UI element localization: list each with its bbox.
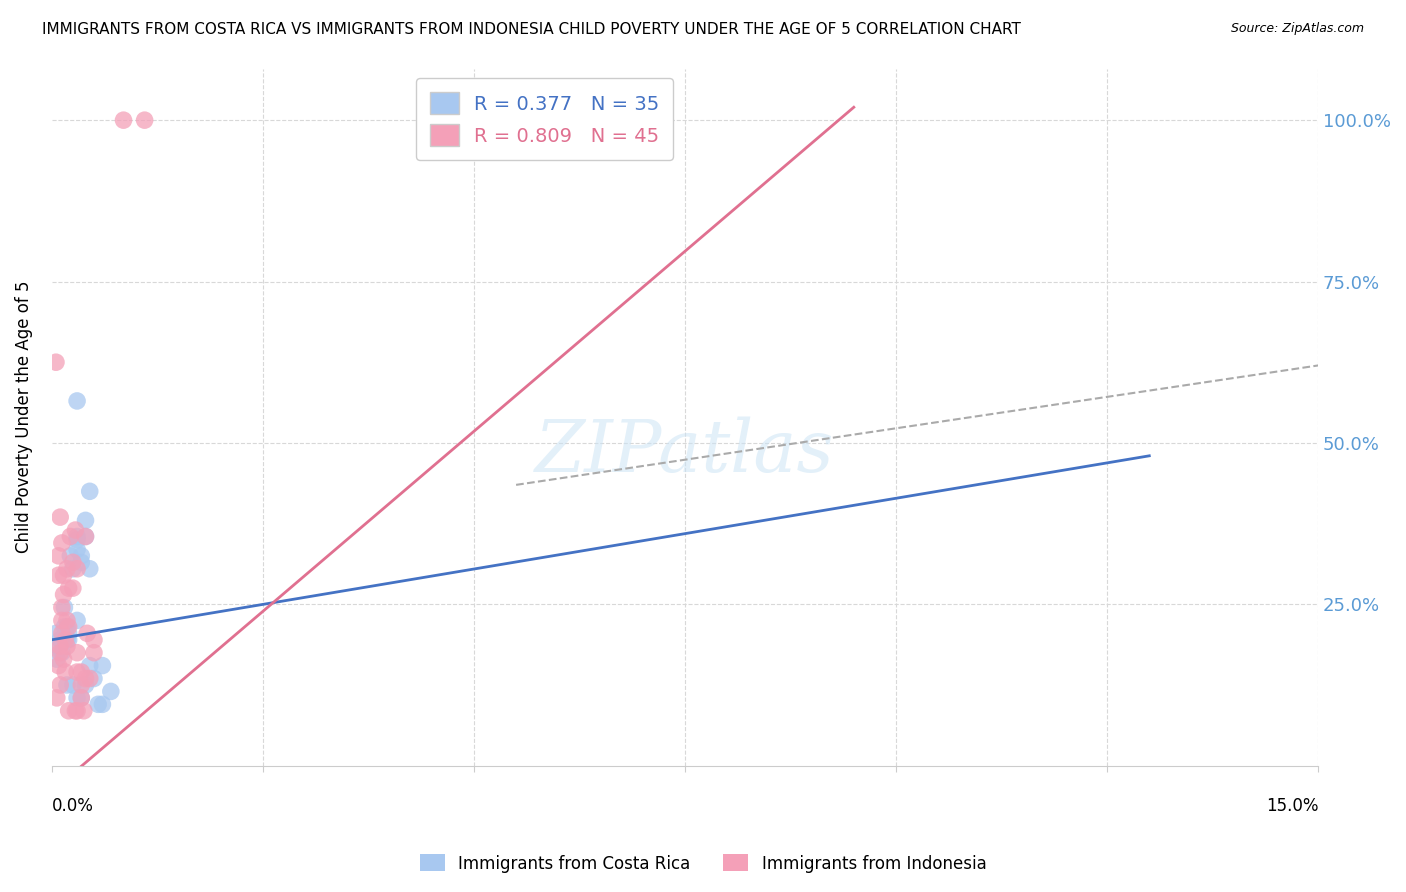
Point: [53, 600, 76, 615]
Point: [56, 632, 79, 647]
Point: [52, 652, 75, 666]
Point: [45, 355, 67, 369]
Y-axis label: Child Poverty Under the Age of 5: Child Poverty Under the Age of 5: [15, 281, 32, 553]
Point: [75, 672, 97, 686]
Point: [79, 672, 101, 686]
Point: [75, 529, 97, 543]
Point: [75, 678, 97, 692]
Point: [66, 665, 89, 679]
Point: [51, 626, 73, 640]
Point: [48, 549, 70, 563]
Point: [51, 614, 73, 628]
Point: [56, 562, 79, 576]
Point: [75, 513, 97, 527]
Text: ZIPatlas: ZIPatlas: [536, 417, 835, 487]
Text: IMMIGRANTS FROM COSTA RICA VS IMMIGRANTS FROM INDONESIA CHILD POVERTY UNDER THE : IMMIGRANTS FROM COSTA RICA VS IMMIGRANTS…: [42, 22, 1021, 37]
Point: [45, 690, 67, 705]
Point: [56, 678, 79, 692]
Legend: Immigrants from Costa Rica, Immigrants from Indonesia: Immigrants from Costa Rica, Immigrants f…: [413, 847, 993, 880]
Text: Source: ZipAtlas.com: Source: ZipAtlas.com: [1230, 22, 1364, 36]
Point: [70, 555, 93, 569]
Point: [66, 529, 89, 543]
Point: [53, 620, 76, 634]
Point: [66, 542, 89, 557]
Point: [62, 678, 84, 692]
Text: 0.0%: 0.0%: [52, 797, 94, 815]
Point: [49, 632, 72, 647]
Point: [91, 658, 114, 673]
Point: [70, 690, 93, 705]
Point: [59, 529, 82, 543]
Point: [51, 600, 73, 615]
Point: [53, 632, 76, 647]
Point: [56, 639, 79, 653]
Point: [48, 568, 70, 582]
Point: [51, 536, 73, 550]
Point: [65, 704, 87, 718]
Point: [70, 678, 93, 692]
Point: [62, 581, 84, 595]
Point: [66, 533, 89, 547]
Point: [56, 620, 79, 634]
Point: [48, 658, 70, 673]
Point: [87, 698, 110, 712]
Point: [49, 510, 72, 524]
Point: [83, 672, 105, 686]
Point: [100, 684, 122, 698]
Point: [58, 626, 80, 640]
Point: [66, 393, 89, 408]
Text: 15.0%: 15.0%: [1265, 797, 1319, 815]
Point: [49, 646, 72, 660]
Point: [79, 484, 101, 499]
Point: [59, 549, 82, 563]
Point: [58, 581, 80, 595]
Point: [65, 523, 87, 537]
Point: [70, 549, 93, 563]
Point: [73, 704, 96, 718]
Point: [70, 690, 93, 705]
Point: [66, 646, 89, 660]
Point: [48, 639, 70, 653]
Point: [83, 632, 105, 647]
Point: [58, 704, 80, 718]
Point: [70, 665, 93, 679]
Point: [76, 626, 98, 640]
Point: [52, 588, 75, 602]
Point: [79, 658, 101, 673]
Point: [51, 646, 73, 660]
Point: [58, 632, 80, 647]
Point: [66, 562, 89, 576]
Point: [62, 555, 84, 569]
Point: [62, 562, 84, 576]
Point: [134, 113, 156, 128]
Point: [112, 113, 135, 128]
Point: [66, 690, 89, 705]
Point: [56, 614, 79, 628]
Point: [45, 652, 67, 666]
Point: [83, 646, 105, 660]
Point: [91, 698, 114, 712]
Point: [49, 639, 72, 653]
Point: [49, 678, 72, 692]
Point: [66, 704, 89, 718]
Point: [58, 620, 80, 634]
Point: [75, 529, 97, 543]
Point: [45, 626, 67, 640]
Point: [79, 562, 101, 576]
Point: [53, 665, 76, 679]
Legend: R = 0.377   N = 35, R = 0.809   N = 45: R = 0.377 N = 35, R = 0.809 N = 45: [416, 78, 673, 160]
Point: [52, 568, 75, 582]
Point: [66, 614, 89, 628]
